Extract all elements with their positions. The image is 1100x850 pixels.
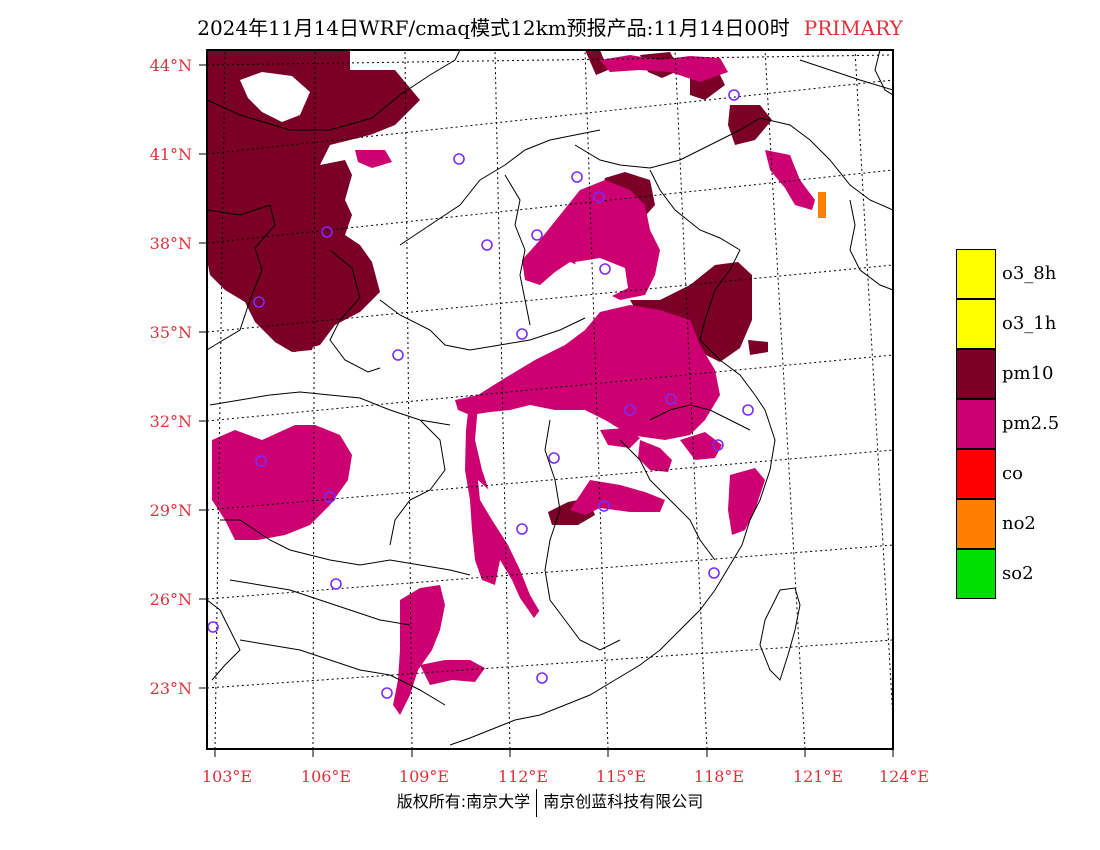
legend-label: co [1002, 463, 1023, 484]
lon-label-121: 121°E [793, 767, 843, 786]
lat-label-23: 23°N [150, 679, 192, 698]
primary-tag: PRIMARY [803, 16, 903, 40]
copyright-left: 版权所有:南京大学 [396, 792, 531, 811]
lat-label-44: 44°N [150, 56, 192, 75]
lon-label-106: 106°E [301, 767, 351, 786]
lon-label-124: 124°E [879, 767, 929, 786]
legend-label: so2 [1002, 563, 1034, 584]
lat-label-32: 32°N [150, 412, 192, 431]
legend-swatch [956, 399, 996, 449]
no2-hotspot [818, 192, 826, 218]
legend-swatch [956, 449, 996, 499]
legend-label: o3_8h [1002, 263, 1057, 284]
lon-label-112: 112°E [498, 767, 548, 786]
legend-swatch [956, 549, 996, 599]
lon-label-109: 109°E [399, 767, 449, 786]
map-content [207, 50, 893, 749]
lat-label-41: 41°N [150, 145, 192, 164]
title-text: 2024年11月14日WRF/cmaq模式12km预报产品:11月14日00时 [197, 16, 790, 40]
lon-label-115: 115°E [596, 767, 646, 786]
legend-label: o3_1h [1002, 313, 1057, 334]
lon-label-118: 118°E [694, 767, 744, 786]
legend-label: pm10 [1002, 363, 1054, 384]
pm25-regions [212, 55, 815, 715]
lon-axis: 103°E 106°E 109°E 112°E 115°E 118°E 121°… [202, 749, 929, 786]
legend-swatch [956, 249, 996, 299]
lat-label-29: 29°N [150, 501, 192, 520]
lat-label-38: 38°N [150, 234, 192, 253]
boundaries [207, 50, 893, 746]
footer-divider [536, 788, 538, 817]
copyright-right: 南京创蓝科技有限公司 [543, 792, 704, 811]
legend-swatch [956, 299, 996, 349]
graticule [207, 50, 893, 749]
station-markers [207, 89, 754, 699]
copyright-footer: 版权所有:南京大学 南京创蓝科技有限公司 [0, 788, 1100, 817]
taiwan-island [759, 587, 801, 681]
legend-swatch [956, 349, 996, 399]
legend-label: pm2.5 [1002, 413, 1060, 434]
lon-label-103: 103°E [202, 767, 252, 786]
legend-label: no2 [1002, 513, 1036, 534]
legend-swatch [956, 499, 996, 549]
map-border [206, 49, 894, 750]
lat-label-26: 26°N [150, 590, 192, 609]
lat-axis: 44°N 41°N 38°N 35°N 32°N 29°N 26°N 23°N [150, 56, 207, 698]
lat-label-35: 35°N [150, 323, 192, 342]
map-title: 2024年11月14日WRF/cmaq模式12km预报产品:11月14日00时 P… [0, 12, 1100, 41]
